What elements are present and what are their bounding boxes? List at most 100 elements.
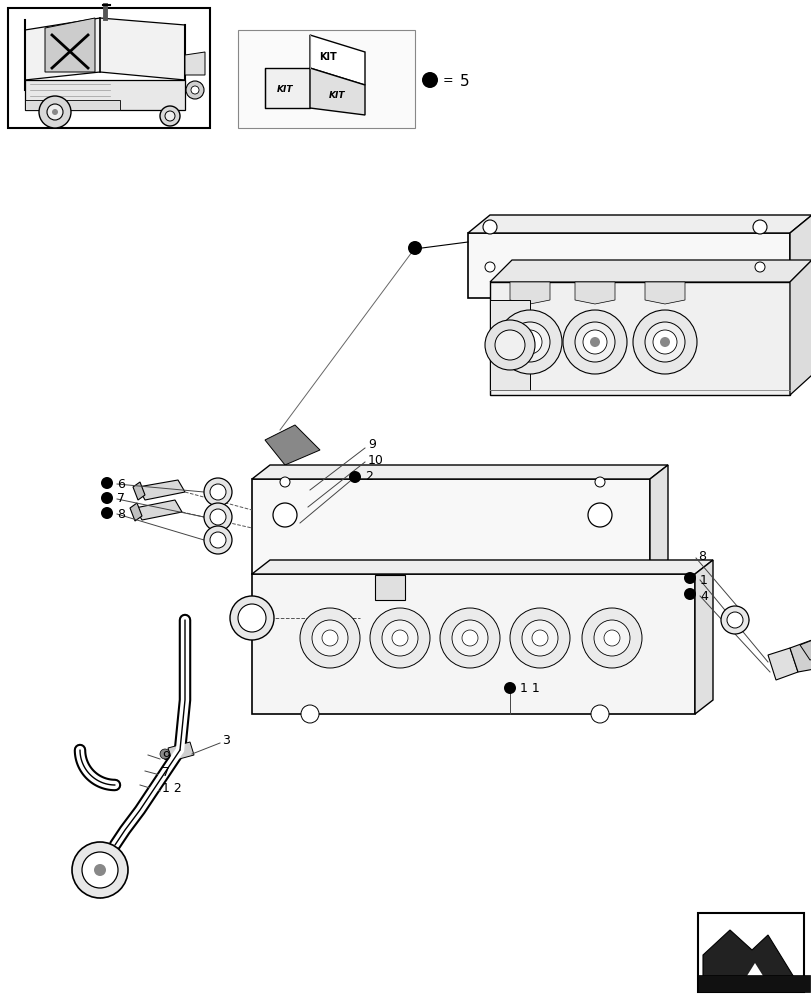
Polygon shape [133, 482, 145, 500]
Polygon shape [489, 300, 530, 390]
Circle shape [191, 86, 199, 94]
Circle shape [230, 596, 273, 640]
Circle shape [160, 106, 180, 126]
Circle shape [101, 507, 113, 519]
Polygon shape [799, 638, 811, 660]
Polygon shape [25, 18, 185, 80]
Polygon shape [185, 52, 204, 75]
Bar [8, 8, 210, 128]
Circle shape [440, 608, 500, 668]
Circle shape [517, 330, 541, 354]
Circle shape [47, 104, 63, 120]
Polygon shape [251, 479, 649, 574]
Circle shape [210, 509, 225, 525]
Polygon shape [45, 18, 95, 72]
Text: 4: 4 [699, 589, 707, 602]
Polygon shape [649, 465, 667, 574]
Circle shape [509, 608, 569, 668]
Circle shape [574, 322, 614, 362]
Circle shape [525, 337, 534, 347]
Polygon shape [251, 465, 667, 479]
Circle shape [562, 310, 626, 374]
Circle shape [72, 842, 128, 898]
Polygon shape [264, 68, 310, 108]
Text: 8: 8 [117, 508, 125, 520]
Polygon shape [574, 282, 614, 304]
Circle shape [633, 310, 696, 374]
Circle shape [483, 220, 496, 234]
Circle shape [754, 262, 764, 272]
Circle shape [590, 337, 599, 347]
Circle shape [603, 630, 620, 646]
Polygon shape [168, 742, 194, 761]
Polygon shape [135, 500, 182, 520]
Circle shape [204, 478, 232, 506]
Polygon shape [702, 930, 799, 987]
Text: 7: 7 [117, 492, 125, 506]
Circle shape [452, 620, 487, 656]
Text: 1 1: 1 1 [519, 682, 539, 696]
Circle shape [381, 620, 418, 656]
Circle shape [659, 337, 669, 347]
Circle shape [509, 322, 549, 362]
Circle shape [392, 630, 407, 646]
Text: 1 2: 1 2 [162, 782, 182, 796]
Circle shape [726, 612, 742, 628]
Polygon shape [694, 560, 712, 714]
Polygon shape [489, 282, 789, 395]
Polygon shape [789, 640, 811, 672]
Circle shape [752, 220, 766, 234]
Circle shape [407, 241, 422, 255]
Circle shape [101, 477, 113, 489]
Circle shape [683, 588, 695, 600]
Circle shape [186, 81, 204, 99]
Polygon shape [509, 282, 549, 304]
Polygon shape [138, 480, 185, 500]
Text: KIT: KIT [277, 85, 293, 94]
Circle shape [504, 682, 515, 694]
Polygon shape [375, 575, 405, 600]
Polygon shape [789, 215, 811, 298]
Circle shape [594, 477, 604, 487]
Circle shape [484, 320, 534, 370]
Circle shape [349, 471, 361, 483]
Polygon shape [310, 68, 365, 115]
Text: 2: 2 [365, 471, 372, 484]
Circle shape [582, 330, 607, 354]
Circle shape [370, 608, 430, 668]
Polygon shape [310, 35, 365, 85]
Polygon shape [767, 648, 797, 680]
Circle shape [652, 330, 676, 354]
Circle shape [242, 608, 262, 628]
Text: =: = [443, 75, 457, 88]
Polygon shape [264, 425, 320, 465]
Text: 6: 6 [117, 478, 125, 490]
Circle shape [644, 322, 684, 362]
Polygon shape [789, 260, 811, 395]
Polygon shape [697, 975, 809, 992]
Circle shape [160, 749, 169, 759]
Circle shape [531, 630, 547, 646]
Text: KIT: KIT [328, 91, 345, 100]
Circle shape [461, 630, 478, 646]
Text: 8: 8 [697, 550, 705, 562]
Circle shape [94, 864, 106, 876]
Text: 5: 5 [460, 74, 469, 89]
Circle shape [39, 96, 71, 128]
Circle shape [238, 604, 266, 632]
Text: 9: 9 [162, 750, 169, 764]
Polygon shape [251, 574, 694, 714]
Text: 10: 10 [367, 454, 384, 466]
Circle shape [495, 330, 525, 360]
Circle shape [683, 572, 695, 584]
Circle shape [497, 310, 561, 374]
Text: KIT: KIT [319, 52, 337, 62]
Circle shape [301, 705, 319, 723]
Circle shape [52, 109, 58, 115]
Circle shape [280, 477, 290, 487]
Circle shape [165, 111, 175, 121]
Polygon shape [467, 215, 811, 233]
Circle shape [322, 630, 337, 646]
Circle shape [594, 620, 629, 656]
Polygon shape [25, 100, 120, 110]
